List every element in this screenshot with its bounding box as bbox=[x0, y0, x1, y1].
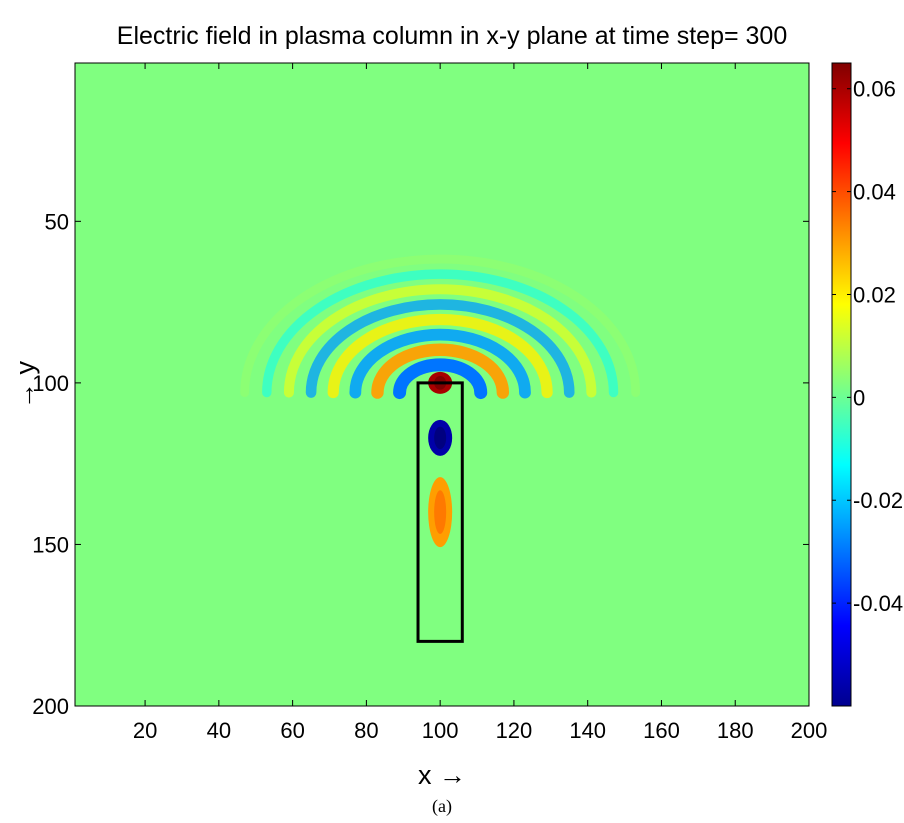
colorbar-bar bbox=[831, 62, 852, 707]
y-axis: 50 100 150 200 bbox=[32, 209, 809, 719]
wave-front-5 bbox=[305, 299, 575, 398]
figure-caption: (a) bbox=[432, 796, 452, 817]
colorbar-tick-label: 0 bbox=[853, 385, 865, 410]
y-tick-label: 50 bbox=[45, 209, 69, 234]
wave-front-1 bbox=[393, 358, 488, 400]
x-tick-label: 40 bbox=[207, 718, 231, 743]
x-axis-label: x → bbox=[418, 760, 466, 790]
y-axis-label: → y bbox=[10, 361, 40, 410]
y-tick-label: 100 bbox=[32, 371, 69, 396]
y-tick-label: 150 bbox=[32, 532, 69, 557]
wave-front-8 bbox=[240, 254, 641, 397]
wave-front-6 bbox=[283, 284, 597, 398]
colorbar-ticks: -0.04 -0.02 0 0.02 0.04 0.06 bbox=[832, 77, 903, 616]
wave-front-3 bbox=[349, 328, 531, 399]
colorbar-tick-label: 0.06 bbox=[853, 77, 896, 102]
x-tick-label: 200 bbox=[791, 718, 828, 743]
x-tick-label: 160 bbox=[643, 718, 680, 743]
x-tick-label: 140 bbox=[569, 718, 606, 743]
wave-front-4 bbox=[327, 313, 553, 399]
x-tick-label: 100 bbox=[422, 718, 459, 743]
plot-frame bbox=[74, 62, 810, 707]
wave-front-7 bbox=[262, 269, 619, 398]
column-lobe-core-2 bbox=[434, 426, 447, 450]
colorbar-tick-label: -0.04 bbox=[853, 591, 903, 616]
x-tick-label: 180 bbox=[717, 718, 754, 743]
y-tick-label: 200 bbox=[32, 694, 69, 719]
x-axis: 20 40 60 80 100 120 140 160 180 200 bbox=[133, 63, 828, 743]
colorbar-tick-label: 0.04 bbox=[853, 180, 896, 205]
x-tick-label: 120 bbox=[496, 718, 533, 743]
x-tick-label: 80 bbox=[354, 718, 378, 743]
wave-front-2 bbox=[371, 343, 510, 399]
colorbar-tick-label: 0.02 bbox=[853, 282, 896, 307]
column-lobe-core-3 bbox=[434, 490, 447, 535]
chart-title: Electric field in plasma column in x-y p… bbox=[117, 22, 787, 50]
plasma-column-outline bbox=[416, 381, 464, 643]
colorbar: -0.04 -0.02 0 0.02 0.04 0.06 bbox=[831, 62, 903, 707]
colorbar-tick-label: -0.02 bbox=[853, 488, 903, 513]
x-tick-label: 20 bbox=[133, 718, 157, 743]
x-tick-label: 60 bbox=[280, 718, 304, 743]
heatmap-area bbox=[74, 62, 810, 707]
